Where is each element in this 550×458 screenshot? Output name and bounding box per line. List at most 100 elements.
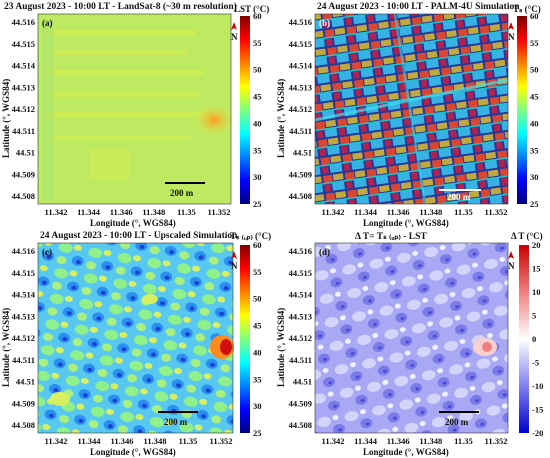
ytick-label: 44.511 — [289, 355, 312, 365]
panel-b: 24 August 2023 - 10:00 LT - PALM-4U Simu… — [275, 0, 550, 229]
panel-b-north: N — [508, 32, 515, 42]
colorbar-tick-label: 60 — [253, 240, 262, 250]
panel-c-colorbar-title: Tₛ ₍ᵤₚ₎ (°C) — [230, 231, 272, 241]
ytick-label: 44.515 — [12, 39, 35, 49]
ytick-label: 44.511 — [12, 126, 35, 136]
ytick-label: 44.512 — [12, 333, 35, 343]
panel-c-colorbar — [240, 245, 250, 433]
panel-b-map — [315, 14, 508, 204]
colorbar-tick-label: 25 — [253, 428, 262, 438]
ytick-label: 44.515 — [289, 39, 312, 49]
panel-d-colorbar-title: Δ T (°C) — [511, 231, 543, 241]
colorbar-tick-label: 40 — [253, 118, 262, 128]
panel-d-cb-ticks: 20 15 10 5 0 -5 -10 -15 -20 — [532, 240, 543, 438]
xtick-label: 11.352 — [485, 207, 508, 217]
colorbar-tick-label: 0 — [532, 334, 536, 344]
panel-a-xticks: 11.342 11.344 11.346 11.348 11.35 11.352 — [45, 207, 231, 217]
panel-a-texture — [42, 20, 206, 200]
xtick-label: 11.348 — [419, 207, 442, 217]
panel-b-ylabel: Latitude (°, WGS84) — [276, 79, 286, 158]
panel-a: 23 August 2023 - 10:00 LT - LandSat-8 (~… — [0, 0, 275, 229]
ytick-label: 44.512 — [289, 333, 312, 343]
panel-c-north: N — [231, 261, 238, 271]
panel-c-scalebar-label: 200 m — [164, 417, 188, 427]
ytick-label: 44.51 — [16, 148, 35, 158]
panel-b-cb-ticks: 60 55 50 45 40 35 30 25 — [530, 11, 539, 209]
ytick-label: 44.512 — [289, 104, 312, 114]
colorbar-tick-label: 30 — [530, 172, 539, 182]
ytick-label: 44.509 — [12, 169, 35, 179]
xtick-label: 11.352 — [208, 207, 231, 217]
ytick-label: 44.512 — [12, 104, 35, 114]
panel-b-yticks: 44.516 44.515 44.514 44.513 44.512 44.511 44.5… — [289, 17, 313, 201]
colorbar-tick-label: 55 — [530, 38, 539, 48]
panel-d-title: Δ T= Tₛ ₍ᵤₚ₎ - LST — [355, 232, 427, 242]
xtick-label: 11.352 — [485, 436, 508, 446]
colorbar-tick-label: 30 — [253, 401, 262, 411]
panel-a-xlabel: Longitude (°, WGS84) — [90, 218, 176, 228]
xtick-label: 11.35 — [177, 207, 196, 217]
ytick-label: 44.516 — [289, 246, 312, 256]
ytick-label: 44.509 — [289, 398, 312, 408]
ytick-label: 44.508 — [12, 420, 35, 430]
colorbar-tick-label: 50 — [530, 65, 539, 75]
xtick-label: 11.344 — [77, 207, 101, 217]
colorbar-tick-label: 45 — [253, 92, 262, 102]
panel-d-map — [315, 243, 508, 433]
panel-b-colorbar — [517, 16, 527, 204]
xtick-label: 11.342 — [322, 207, 345, 217]
colorbar-tick-label: 35 — [253, 145, 262, 155]
xtick-label: 11.346 — [387, 436, 410, 446]
colorbar-tick-label: 45 — [253, 321, 262, 331]
xtick-label: 11.35 — [454, 207, 473, 217]
ytick-label: 44.513 — [289, 82, 312, 92]
panel-a-north: N — [231, 32, 238, 42]
panel-c-xlabel: Longitude (°, WGS84) — [90, 447, 176, 457]
ytick-label: 44.509 — [12, 398, 35, 408]
panel-d-colorbar — [519, 245, 529, 433]
ytick-label: 44.515 — [289, 268, 312, 278]
panel-c-yticks: 44.516 44.515 44.514 44.513 44.512 44.511 44.5… — [12, 246, 36, 430]
colorbar-tick-label: 5 — [532, 311, 536, 321]
ytick-label: 44.511 — [289, 126, 312, 136]
ytick-label: 44.514 — [12, 290, 36, 300]
xtick-label: 11.346 — [111, 436, 134, 446]
colorbar-tick-label: 25 — [253, 199, 262, 209]
ytick-label: 44.513 — [12, 311, 35, 321]
xtick-label: 11.342 — [45, 436, 68, 446]
panel-a-ylabel: Latitude (°, WGS84) — [1, 79, 11, 158]
colorbar-tick-label: 10 — [532, 287, 541, 297]
ytick-label: 44.51 — [16, 377, 35, 387]
colorbar-tick-label: 15 — [532, 264, 541, 274]
ytick-label: 44.514 — [289, 61, 313, 71]
panel-d-xlabel: Longitude (°, WGS84) — [363, 447, 449, 457]
xtick-label: 11.344 — [78, 436, 102, 446]
colorbar-tick-label: 35 — [530, 145, 539, 155]
colorbar-tick-label: 40 — [530, 118, 539, 128]
panel-b-scalebar-label: 200 m — [447, 192, 471, 202]
panel-b-xticks: 11.342 11.344 11.346 11.348 11.35 11.352 — [322, 207, 508, 217]
panel-c: 24 August 2023 - 10:00 LT - Upscaled Sim… — [0, 229, 275, 458]
xtick-label: 11.346 — [110, 207, 133, 217]
xtick-label: 11.35 — [179, 436, 198, 446]
xtick-label: 11.346 — [387, 207, 410, 217]
ytick-label: 44.509 — [289, 169, 312, 179]
ytick-label: 44.51 — [293, 377, 312, 387]
panel-a-tag: (a) — [42, 18, 53, 28]
north-arrow-icon — [231, 22, 237, 30]
ytick-label: 44.514 — [289, 290, 313, 300]
ytick-label: 44.513 — [289, 311, 312, 321]
ytick-label: 44.515 — [12, 268, 35, 278]
panel-a-colorbar-title: LST (°C) — [234, 4, 270, 14]
panel-b-colorbar-title: Tₛ (°C) — [513, 4, 541, 14]
colorbar-tick-label: 55 — [253, 38, 262, 48]
panel-d-tag: (d) — [319, 247, 330, 257]
panel-c-xticks: 11.342 11.344 11.346 11.348 11.35 11.352 — [45, 436, 233, 446]
xtick-label: 11.352 — [210, 436, 233, 446]
panel-b-title: 24 August 2023 - 10:00 LT - PALM-4U Simu… — [317, 2, 520, 12]
panel-b-tag: (b) — [319, 18, 330, 28]
colorbar-tick-label: 30 — [253, 172, 262, 182]
